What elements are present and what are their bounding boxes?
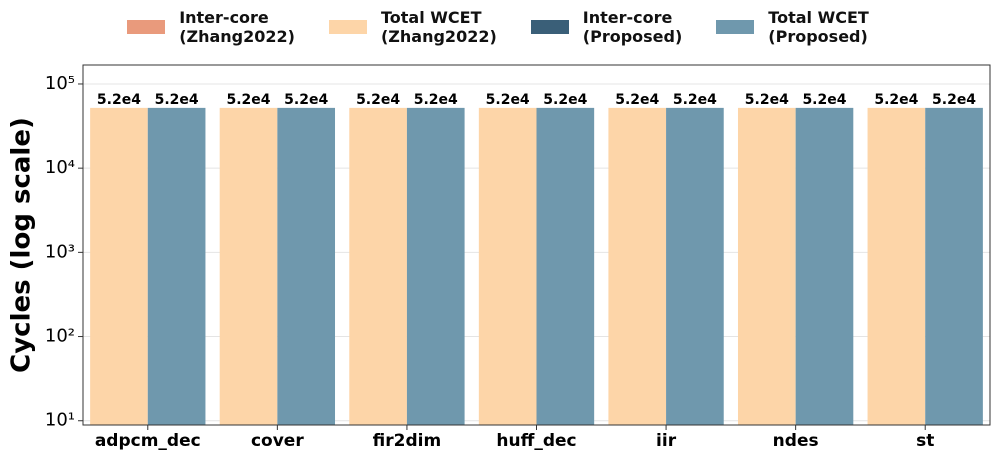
value-label: 5.2e4: [486, 92, 530, 108]
bar: [608, 107, 667, 425]
bar: [90, 107, 148, 425]
legend-entry: Total WCET (Zhang2022): [328, 8, 497, 46]
value-label: 5.2e4: [673, 92, 717, 108]
value-label: 5.2e4: [356, 92, 400, 108]
x-tick-label: adpcm_dec: [95, 431, 201, 451]
plot-frame: [82, 64, 991, 426]
legend-patch: [127, 20, 166, 34]
y-tick-label: 10³: [45, 241, 75, 262]
value-label: 5.2e4: [802, 92, 846, 108]
bar: [219, 107, 278, 425]
value-label: 5.2e4: [745, 92, 789, 108]
legend-entry: Inter-core (Zhang2022): [127, 8, 295, 46]
legend: Inter-core (Zhang2022) Total WCET (Zhang2…: [0, 8, 996, 46]
legend-patch: [328, 20, 367, 34]
bar: [867, 107, 926, 425]
bar: [737, 107, 796, 425]
value-label: 5.2e4: [284, 92, 328, 108]
value-label: 5.2e4: [874, 92, 918, 108]
bar: [406, 107, 465, 425]
legend-label: Inter-core (Proposed): [582, 8, 683, 46]
bar: [147, 107, 206, 425]
legend-label: Total WCET (Zhang2022): [380, 8, 497, 46]
x-tick-label: fir2dim: [373, 431, 442, 451]
x-tick-label: st: [916, 431, 934, 451]
legend-patch: [530, 20, 569, 34]
bar: [536, 107, 595, 425]
bar: [277, 107, 336, 425]
value-label: 5.2e4: [543, 92, 587, 108]
x-tick-label: cover: [251, 431, 304, 451]
y-tick-label: 10¹: [45, 410, 75, 431]
x-tick-label: huff_dec: [496, 431, 576, 451]
value-label: 5.2e4: [615, 92, 659, 108]
y-tick-label: 10²: [45, 326, 75, 347]
legend-entry: Total WCET (Proposed): [716, 8, 869, 46]
value-label: 5.2e4: [97, 92, 141, 108]
legend-label: Inter-core (Zhang2022): [179, 8, 295, 46]
legend-patch: [716, 20, 755, 34]
x-tick-label: ndes: [773, 431, 819, 451]
y-tick-label: 10⁴: [45, 157, 75, 178]
bar: [349, 107, 407, 425]
value-label: 5.2e4: [932, 92, 976, 108]
bar: [795, 107, 854, 425]
legend-entry: Inter-core (Proposed): [530, 8, 683, 46]
y-tick-label: 10⁵: [45, 73, 75, 94]
value-label: 5.2e4: [227, 92, 271, 108]
x-tick-label: iir: [656, 431, 677, 451]
value-label: 5.2e4: [155, 92, 199, 108]
legend-label: Total WCET (Proposed): [768, 8, 869, 46]
value-label: 5.2e4: [414, 92, 458, 108]
y-axis-label: Cycles (log scale): [7, 117, 37, 373]
bar: [925, 107, 983, 425]
bar: [666, 107, 724, 425]
bar: [478, 107, 537, 425]
